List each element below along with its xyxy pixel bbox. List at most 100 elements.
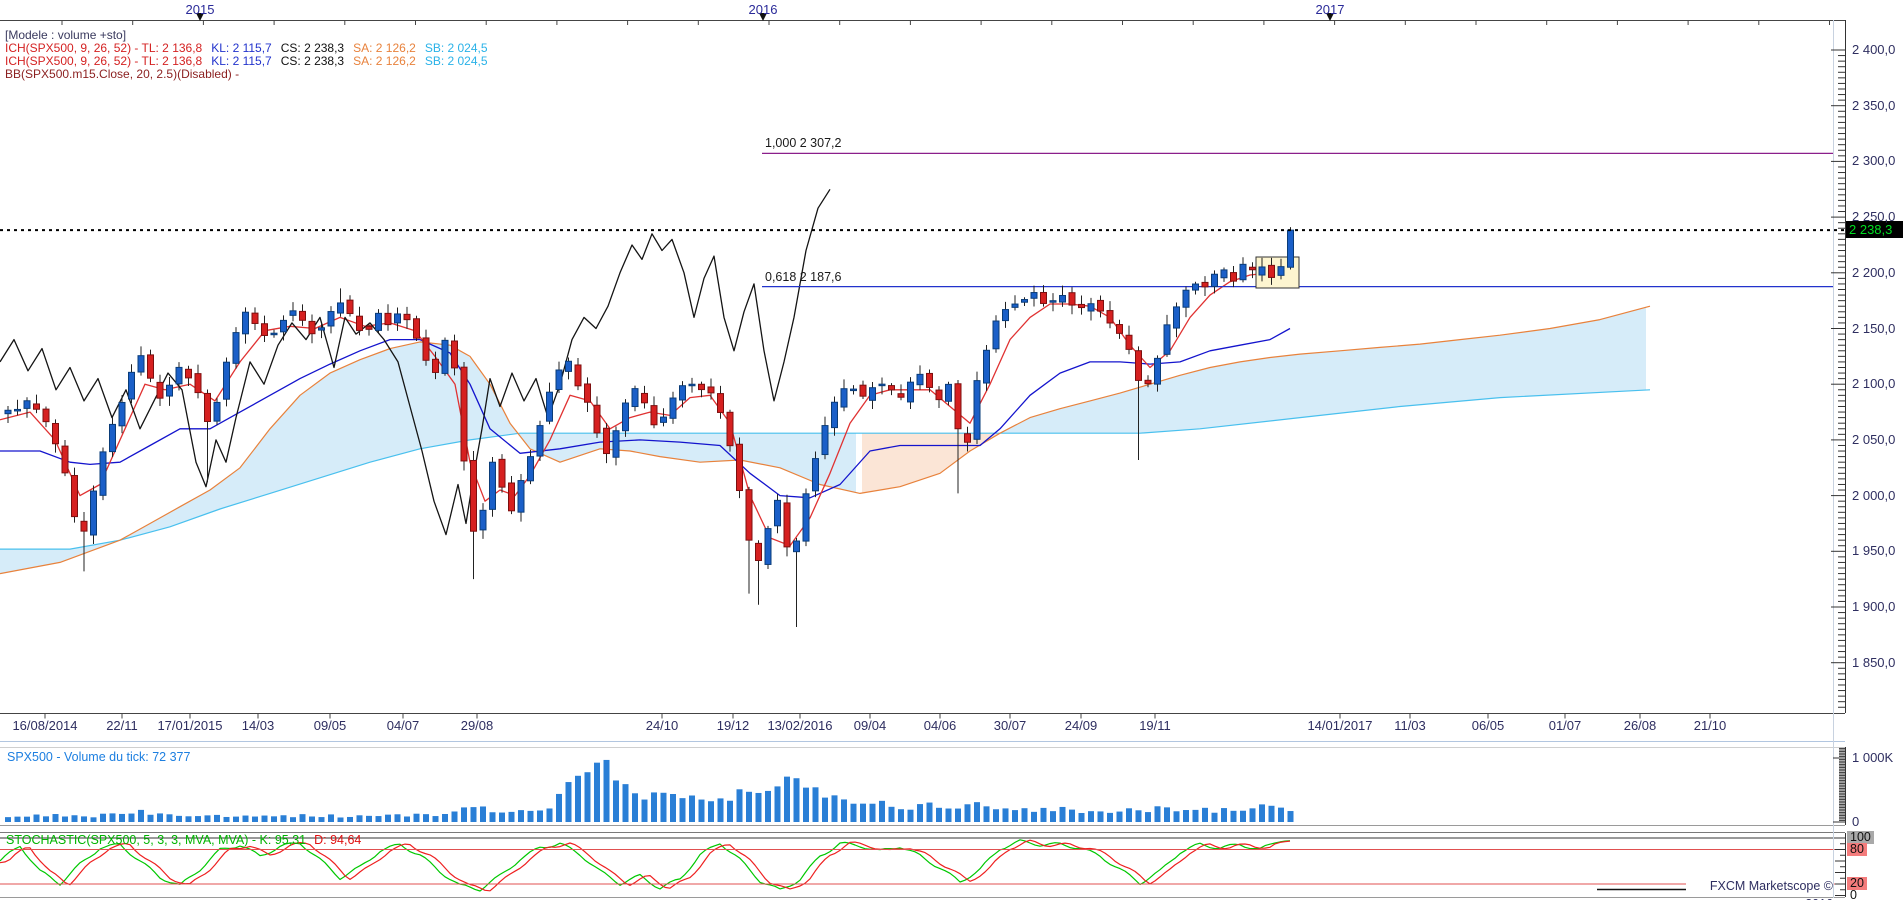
candle-body: [527, 456, 534, 482]
volume-bar: [907, 809, 914, 822]
volume-bar: [204, 815, 211, 822]
volume-bar: [698, 799, 705, 822]
candle-body: [1163, 324, 1171, 355]
volume-bar: [233, 816, 239, 822]
volume-bar: [1202, 807, 1208, 822]
volume-bar: [565, 782, 572, 822]
volume-bar: [195, 816, 201, 822]
volume-bar: [271, 816, 277, 822]
year-marker-arrow: [759, 13, 767, 21]
candle-body: [1030, 292, 1038, 299]
candle-body: [1002, 309, 1009, 322]
volume-bar: [1040, 807, 1047, 822]
volume-bar: [43, 816, 49, 822]
candle-body: [517, 480, 525, 513]
volume-bar: [945, 808, 952, 822]
x-axis-label: 04/06: [923, 718, 957, 733]
candle-body: [755, 542, 762, 561]
ich-kl: KL: 2 115,7: [211, 41, 272, 55]
candle-body: [156, 381, 164, 399]
volume-bar: [309, 816, 315, 822]
candle-body: [394, 313, 401, 324]
volume-bar: [185, 816, 192, 822]
volume-bar: [1126, 808, 1132, 822]
volume-bar: [1230, 810, 1237, 822]
stochastic-pane-title: STOCHASTIC(SPX500, 5, 3, 3, MVA, MVA) - …: [6, 833, 361, 847]
candle-body: [223, 361, 230, 400]
y-axis-label: 2 150,0: [1852, 320, 1896, 336]
candle-body: [1230, 272, 1237, 282]
candle-body: [137, 355, 145, 373]
candle-body: [1258, 266, 1266, 276]
volume-pane: [5, 759, 1294, 822]
volume-bar: [822, 797, 828, 822]
volume-bar: [1107, 812, 1113, 822]
volume-bar: [556, 793, 562, 822]
volume-bar: [603, 759, 610, 822]
volume-bar: [138, 809, 144, 822]
candle-body: [451, 340, 458, 369]
ich-cs: CS: 2 238,3: [280, 54, 345, 68]
volume-bar: [119, 813, 125, 822]
volume-bar: [1069, 809, 1075, 822]
stoch-axis-label: 100: [1847, 831, 1874, 844]
candle-body: [14, 408, 21, 412]
volume-bar: [1088, 811, 1094, 822]
volume-bar: [14, 816, 21, 822]
volume-bar: [1021, 808, 1028, 822]
x-axis-label: 04/07: [386, 718, 420, 733]
candle-body: [1116, 324, 1123, 334]
volume-bar: [252, 816, 258, 822]
candle-body: [907, 381, 914, 403]
legend-bollinger: BB(SPX500.m15.Close, 20, 2.5)(Disabled) …: [5, 68, 488, 81]
volume-bar: [1278, 807, 1284, 822]
x-axis-label: 26/08: [1623, 718, 1657, 733]
candle-body: [926, 372, 933, 388]
candle-body: [831, 401, 838, 429]
candle-body: [242, 311, 249, 335]
main-pane: [0, 152, 1833, 628]
candle-body: [71, 475, 78, 518]
volume-bar: [917, 804, 923, 822]
volume-bar: [1268, 805, 1275, 822]
candle-body: [90, 490, 97, 536]
volume-bar: [974, 802, 980, 822]
volume-bar: [537, 810, 543, 822]
candle-body: [1201, 281, 1209, 288]
volume-bar: [527, 810, 534, 822]
candle-body: [1182, 289, 1190, 308]
volume-bar: [708, 801, 714, 822]
volume-bar: [983, 806, 990, 822]
stochastic-k-line: [0, 839, 1291, 892]
candle-body: [185, 368, 192, 379]
bb-text: BB(SPX500.m15.Close, 20, 2.5)(Disabled) …: [5, 67, 240, 81]
y-axis-label: 2 400,0: [1852, 42, 1896, 57]
y-axis-label: 1 900,0: [1852, 599, 1896, 614]
candle-body: [1135, 350, 1142, 381]
candle-body: [346, 299, 354, 315]
candle-body: [1087, 303, 1095, 312]
candle-body: [622, 402, 629, 432]
volume-bar: [356, 815, 363, 822]
candle-body: [717, 393, 724, 413]
candle-body: [1021, 299, 1028, 303]
volume-bar: [594, 762, 600, 822]
candle-body: [707, 386, 715, 394]
volume-bar: [328, 814, 334, 822]
candle-body: [1125, 334, 1133, 350]
volume-bar: [1287, 811, 1294, 822]
candle-body: [508, 482, 515, 512]
candle-body: [1040, 291, 1047, 304]
copyright-watermark: FXCM Marketscope © 2016: [1686, 877, 1833, 900]
volume-bar: [423, 814, 429, 822]
candle-body: [945, 383, 952, 402]
candle-body: [33, 403, 40, 410]
volume-axis-label: 1 000K: [1852, 750, 1894, 765]
candle-body: [1144, 379, 1152, 385]
candle-body: [147, 354, 154, 379]
volume-bar: [451, 811, 458, 822]
volume-bar: [1154, 806, 1161, 822]
y-axis-label: 1 850,0: [1852, 654, 1896, 670]
candle-body: [318, 327, 325, 331]
